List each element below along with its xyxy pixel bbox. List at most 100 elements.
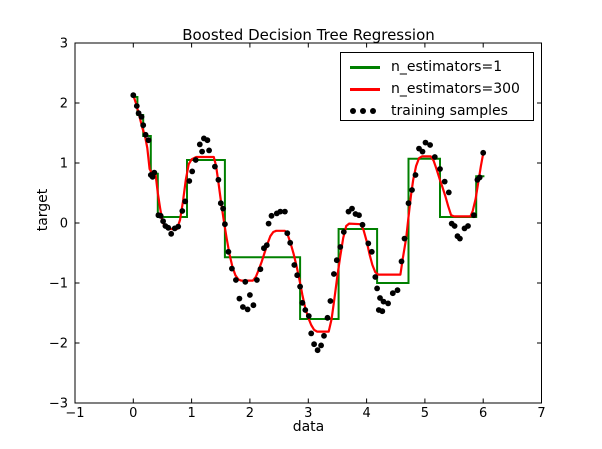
legend-label: n_estimators=300 bbox=[391, 81, 520, 97]
data-point bbox=[356, 212, 362, 219]
data-point bbox=[254, 277, 260, 283]
data-point bbox=[217, 200, 224, 207]
x-tick-label: 4 bbox=[362, 406, 370, 421]
data-point bbox=[297, 283, 303, 290]
data-point bbox=[192, 157, 199, 163]
x-tick-label: 0 bbox=[129, 406, 137, 421]
data-point bbox=[242, 278, 249, 285]
data-point bbox=[412, 172, 419, 178]
data-point bbox=[229, 265, 235, 272]
scatter-marker-sample bbox=[350, 108, 380, 114]
data-point bbox=[294, 272, 301, 279]
data-point bbox=[480, 149, 487, 156]
data-point bbox=[385, 300, 391, 307]
data-point bbox=[182, 198, 189, 205]
data-point bbox=[405, 200, 412, 207]
data-point bbox=[133, 103, 140, 109]
data-point bbox=[222, 221, 228, 228]
data-point bbox=[240, 304, 246, 310]
data-point bbox=[437, 166, 443, 172]
data-point bbox=[291, 262, 298, 268]
data-point bbox=[206, 147, 213, 154]
legend-item-n-estimators-300: n_estimators=300 bbox=[341, 78, 533, 100]
data-point bbox=[321, 332, 327, 339]
red-line-sample bbox=[350, 87, 380, 91]
data-point bbox=[140, 122, 147, 129]
green-line-sample bbox=[350, 65, 380, 69]
data-point bbox=[389, 290, 396, 297]
data-point bbox=[196, 141, 203, 148]
data-point bbox=[337, 244, 344, 250]
data-point bbox=[179, 208, 186, 214]
data-point bbox=[287, 239, 294, 246]
y-tick-label: 2 bbox=[60, 97, 68, 112]
series-n-estimators-1 bbox=[133, 96, 485, 320]
data-point bbox=[324, 314, 331, 321]
data-point bbox=[151, 169, 158, 176]
data-point bbox=[372, 274, 379, 280]
data-point bbox=[379, 308, 386, 315]
y-axis-label: target bbox=[35, 188, 51, 232]
legend-item-training-samples: training samples bbox=[341, 100, 533, 122]
legend-label: training samples bbox=[391, 103, 508, 119]
x-tick-label: 3 bbox=[304, 406, 312, 421]
data-point bbox=[277, 208, 284, 215]
x-axis-label: data bbox=[292, 419, 325, 435]
data-point bbox=[374, 285, 380, 292]
data-point bbox=[441, 178, 448, 185]
x-tick-label: 7 bbox=[537, 406, 545, 421]
data-point bbox=[340, 229, 347, 235]
data-point bbox=[138, 113, 145, 120]
data-point bbox=[308, 330, 315, 337]
data-point bbox=[427, 142, 433, 148]
data-point bbox=[419, 148, 426, 155]
data-point bbox=[247, 292, 253, 298]
data-point bbox=[349, 205, 355, 212]
data-point bbox=[244, 306, 251, 313]
data-point bbox=[457, 235, 463, 242]
y-tick-label: 0 bbox=[60, 217, 68, 232]
data-point bbox=[268, 212, 275, 219]
data-point bbox=[431, 154, 438, 160]
data-point bbox=[302, 307, 309, 313]
data-point bbox=[365, 240, 372, 247]
data-point bbox=[331, 271, 337, 277]
data-point bbox=[377, 295, 383, 301]
data-point bbox=[145, 137, 152, 144]
x-tick-label: 1 bbox=[187, 406, 195, 421]
data-point bbox=[168, 230, 175, 237]
y-tick-label: −1 bbox=[49, 277, 68, 292]
data-point bbox=[186, 178, 193, 184]
chart-title: Boosted Decision Tree Regression bbox=[182, 26, 435, 44]
data-point bbox=[318, 342, 324, 349]
data-point bbox=[130, 92, 137, 99]
data-point bbox=[465, 223, 471, 229]
data-point bbox=[311, 341, 317, 348]
data-point bbox=[327, 298, 334, 304]
data-point bbox=[157, 212, 164, 219]
series-training-samples bbox=[130, 92, 487, 354]
data-point bbox=[250, 302, 257, 309]
data-point bbox=[189, 168, 196, 175]
data-point bbox=[476, 174, 483, 181]
data-point bbox=[422, 139, 429, 146]
x-tick-label: −1 bbox=[65, 406, 84, 421]
y-tick-label: 3 bbox=[60, 37, 68, 52]
data-point bbox=[445, 189, 452, 196]
data-point bbox=[380, 298, 387, 305]
data-point bbox=[305, 313, 312, 319]
data-point bbox=[398, 258, 405, 265]
data-point bbox=[394, 287, 401, 294]
data-point bbox=[233, 277, 239, 283]
x-tick-label: 6 bbox=[479, 406, 487, 421]
data-point bbox=[282, 208, 288, 215]
data-point bbox=[204, 137, 211, 144]
data-point bbox=[220, 205, 227, 212]
data-point bbox=[359, 221, 366, 228]
legend: n_estimators=1 n_estimators=300 training… bbox=[340, 52, 534, 121]
data-point bbox=[257, 266, 264, 273]
data-point bbox=[175, 223, 182, 230]
series-n-estimators-300 bbox=[132, 94, 485, 333]
